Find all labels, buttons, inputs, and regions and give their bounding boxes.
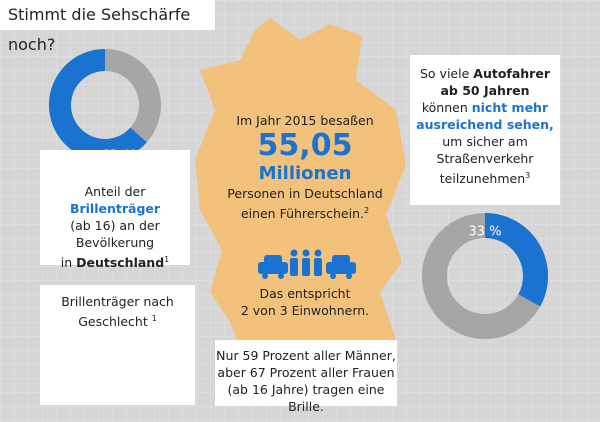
- summary-box: Nur 59 Prozent aller Männer, aber 67 Pro…: [215, 340, 397, 414]
- title: Stimmt die Sehschärfe noch?: [0, 0, 215, 54]
- text: ausreichend sehen,: [416, 117, 554, 132]
- text: aber 67 Prozent aller Frauen: [217, 365, 395, 380]
- big-number: 55,05: [257, 128, 353, 163]
- text: (ab 16) an der: [70, 218, 160, 233]
- text: 2 von 3 Einwohnern.: [240, 303, 370, 318]
- text: teilzunehmen: [439, 171, 526, 187]
- car-people-icons: [258, 249, 356, 279]
- text: Nur 59 Prozent aller Männer,: [216, 348, 396, 363]
- text: Brillenträger nach: [61, 294, 174, 309]
- text: ab 50 Jahren: [440, 83, 530, 98]
- text: Straßenverkehr: [436, 151, 534, 166]
- germany-map: [195, 18, 406, 366]
- text: Brillenträger: [69, 201, 161, 216]
- unit: Millionen: [258, 163, 352, 184]
- text: So viele: [420, 66, 474, 81]
- text: Das entspricht: [259, 286, 351, 301]
- text: in: [60, 255, 77, 271]
- donut-label: 33 %: [468, 225, 501, 240]
- footnote: 3: [525, 171, 531, 180]
- drivers-text: So viele Autofahrer ab 50 Jahren können …: [410, 55, 560, 205]
- text: Anteil der: [84, 184, 146, 199]
- text: können: [421, 100, 472, 115]
- text: Personen in Deutschland: [227, 186, 383, 201]
- text: Autofahrer: [473, 66, 550, 81]
- text: (ab 16 Jahre) tragen eine Brille.: [227, 382, 385, 414]
- ratio-text: Das entspricht 2 von 3 Einwohnern.: [220, 285, 390, 319]
- text: einen Führerschein.: [240, 206, 364, 222]
- footnote: 1: [151, 314, 157, 323]
- text: Bevölkerung: [75, 235, 155, 250]
- footnote: 2: [364, 206, 370, 215]
- text: um sicher am: [442, 134, 528, 149]
- text: Deutschland: [76, 255, 165, 271]
- donut-segment: [485, 212, 548, 307]
- text: nicht mehr: [471, 100, 549, 115]
- text: Geschlecht: [78, 314, 148, 330]
- licenses-text: Im Jahr 2015 besaßen 55,05 Millionen Per…: [220, 112, 390, 222]
- text: Im Jahr 2015 besaßen: [236, 113, 374, 128]
- footnote: 1: [164, 255, 170, 264]
- donut-segment: [48, 49, 147, 161]
- glasses-text: Anteil der Brillenträger (ab 16) an der …: [40, 150, 190, 270]
- gender-box: Brillenträger nach Geschlecht 1: [40, 285, 195, 405]
